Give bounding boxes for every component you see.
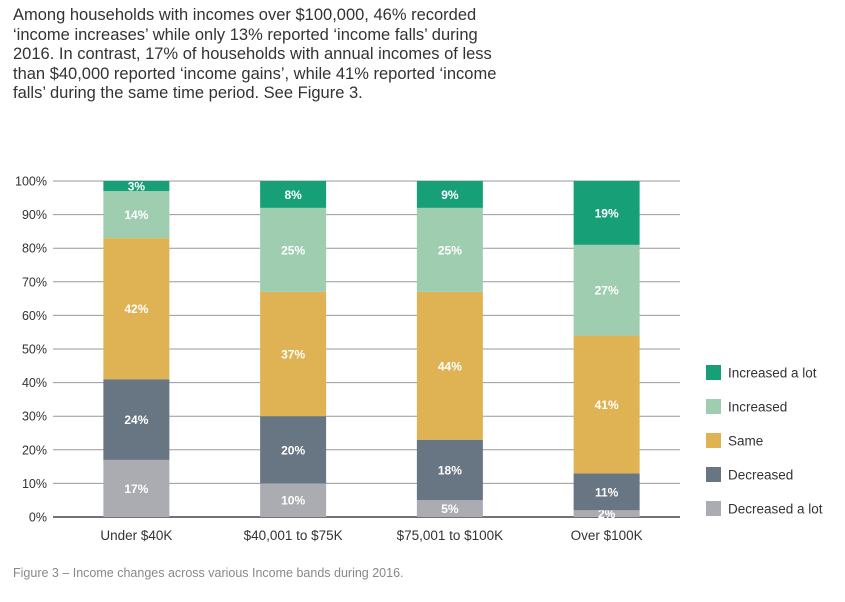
y-tick-label: 80% (22, 242, 47, 256)
data-label: 27% (595, 284, 619, 298)
bar-segment (103, 191, 170, 239)
data-label: 3% (128, 180, 146, 194)
bar-segment (416, 291, 483, 440)
y-tick-label: 30% (22, 410, 47, 424)
legend-label: Decreased a lot (728, 502, 823, 517)
bar-segment (573, 473, 640, 511)
legend-label: Decreased (728, 468, 793, 483)
bar-segment (260, 416, 327, 484)
bar-segment (416, 439, 483, 501)
legend-label: Same (728, 434, 763, 449)
data-label: 41% (595, 398, 619, 412)
y-tick-label: 90% (22, 208, 47, 222)
bar-segment (103, 181, 170, 192)
bar-segment (103, 379, 170, 460)
y-tick-label: 70% (22, 275, 47, 289)
data-label: 11% (595, 485, 619, 499)
data-label: 2% (598, 507, 616, 521)
y-tick-label: 100% (15, 175, 47, 189)
x-tick-label: Over $100K (571, 528, 643, 543)
intro-paragraph: Among households with incomes over $100,… (13, 6, 497, 102)
y-tick-label: 40% (22, 376, 47, 390)
data-label: 9% (441, 188, 459, 202)
data-label: 25% (438, 243, 462, 257)
data-label: 44% (438, 359, 462, 373)
bar-segment (573, 510, 640, 517)
bar-segment (416, 207, 483, 292)
data-label: 20% (281, 443, 305, 457)
data-label: 5% (441, 502, 459, 516)
legend-swatch (706, 399, 721, 414)
bar-segment (573, 244, 640, 336)
data-label: 25% (281, 243, 305, 257)
y-tick-label: 60% (22, 309, 47, 323)
data-label: 24% (124, 413, 148, 427)
x-tick-label: $75,001 to $100K (397, 528, 504, 543)
bar-segment (103, 459, 170, 517)
legend-swatch (706, 501, 721, 516)
data-label: 42% (124, 302, 148, 316)
data-label: 10% (281, 494, 305, 508)
data-label: 18% (438, 463, 462, 477)
y-tick-label: 50% (22, 343, 47, 357)
bar-segment (260, 181, 327, 208)
bar-segment (573, 335, 640, 474)
legend-label: Increased (728, 400, 787, 415)
bar-segment (260, 483, 327, 517)
bar-segment (260, 207, 327, 292)
legend-swatch (706, 433, 721, 448)
data-label: 37% (281, 348, 305, 362)
bar-segment (260, 291, 327, 417)
x-tick-label: Under $40K (100, 528, 172, 543)
data-label: 17% (124, 482, 148, 496)
data-label: 14% (124, 208, 148, 222)
x-tick-label: $40,001 to $75K (244, 528, 343, 543)
y-tick-label: 20% (22, 443, 47, 457)
legend-swatch (706, 467, 721, 482)
bar-segment (416, 181, 483, 208)
bar-segment (573, 181, 640, 245)
legend-swatch (706, 365, 721, 380)
figure-caption: Figure 3 – Income changes across various… (13, 566, 404, 580)
y-tick-label: 0% (29, 511, 47, 525)
bar-segment (103, 238, 170, 380)
bar-segment (416, 500, 483, 517)
data-label: 19% (595, 206, 619, 220)
y-tick-label: 10% (22, 477, 47, 491)
legend-label: Increased a lot (728, 366, 817, 381)
data-label: 8% (284, 188, 302, 202)
